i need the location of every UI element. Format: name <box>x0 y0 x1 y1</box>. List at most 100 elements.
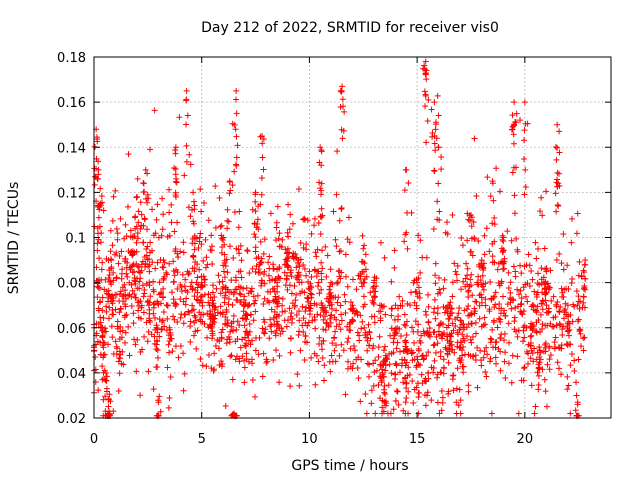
data-point <box>117 288 124 295</box>
data-point <box>574 401 581 408</box>
data-point <box>327 289 334 296</box>
data-point <box>100 207 107 214</box>
data-point <box>529 325 536 332</box>
data-point <box>447 338 454 345</box>
data-point <box>404 300 411 307</box>
data-point <box>412 318 419 325</box>
data-point <box>430 309 437 316</box>
data-point <box>135 299 142 306</box>
data-point <box>528 268 535 275</box>
data-point <box>552 190 559 197</box>
data-point <box>390 339 397 346</box>
data-point <box>419 352 426 359</box>
data-point <box>166 209 173 216</box>
data-point <box>477 291 484 298</box>
data-point <box>530 358 537 365</box>
data-point <box>320 326 327 333</box>
data-point <box>371 313 378 320</box>
data-point <box>477 277 484 284</box>
data-point <box>391 247 398 254</box>
data-point <box>117 291 124 298</box>
data-point <box>103 303 110 310</box>
data-point <box>286 282 293 289</box>
data-point <box>573 288 580 295</box>
data-point <box>372 288 379 295</box>
data-point <box>198 241 205 248</box>
y-tick-label: 0.1 <box>65 232 86 247</box>
data-point <box>465 293 472 300</box>
data-point <box>561 286 568 293</box>
data-point <box>450 387 457 394</box>
data-point <box>505 320 512 327</box>
data-point <box>99 324 106 331</box>
data-point <box>431 341 438 348</box>
data-point <box>272 332 279 339</box>
data-point <box>553 156 560 163</box>
data-point <box>422 58 429 65</box>
data-point <box>242 334 249 341</box>
data-point <box>160 285 167 292</box>
data-point <box>100 396 107 403</box>
data-point <box>245 337 252 344</box>
data-point <box>131 214 138 221</box>
data-point <box>475 238 482 245</box>
data-point <box>430 369 437 376</box>
data-point <box>442 344 449 351</box>
y-tick-label: 0.16 <box>57 96 86 111</box>
data-point <box>375 353 382 360</box>
data-point <box>115 260 122 267</box>
data-point <box>225 301 232 308</box>
data-point <box>490 344 497 351</box>
data-point <box>368 387 375 394</box>
data-point <box>571 357 578 364</box>
data-point <box>233 154 240 161</box>
data-point <box>364 347 371 354</box>
data-point <box>568 350 575 357</box>
data-point <box>192 317 199 324</box>
data-point <box>147 239 154 246</box>
data-point <box>476 261 483 268</box>
data-point <box>199 283 206 290</box>
data-point <box>438 407 445 414</box>
data-point <box>245 290 252 297</box>
data-point <box>460 320 467 327</box>
data-point <box>243 350 250 357</box>
data-point <box>261 295 268 302</box>
data-point <box>431 168 438 175</box>
data-point <box>287 349 294 356</box>
data-point <box>226 336 233 343</box>
data-point <box>575 293 582 300</box>
data-point <box>536 344 543 351</box>
data-point <box>338 341 345 348</box>
data-point <box>190 198 197 205</box>
data-point <box>425 332 432 339</box>
data-point <box>320 316 327 323</box>
data-point <box>317 191 324 198</box>
data-point <box>252 308 259 315</box>
data-point <box>274 279 281 286</box>
data-point <box>315 220 322 227</box>
data-point <box>172 178 179 185</box>
data-point <box>302 333 309 340</box>
data-point <box>552 144 559 151</box>
data-point <box>421 88 428 95</box>
data-point <box>380 362 387 369</box>
data-point <box>422 402 429 409</box>
data-point <box>92 353 99 360</box>
data-point <box>107 227 114 234</box>
data-point <box>297 347 304 354</box>
data-point <box>528 324 535 331</box>
data-point <box>361 276 368 283</box>
data-point <box>342 273 349 280</box>
data-point <box>131 290 138 297</box>
data-point <box>318 300 325 307</box>
data-point <box>371 319 378 326</box>
data-point <box>252 198 259 205</box>
data-point <box>137 392 144 399</box>
data-point <box>303 304 310 311</box>
data-point <box>448 305 455 312</box>
data-point <box>413 276 420 283</box>
data-point <box>574 318 581 325</box>
data-point <box>191 206 198 213</box>
data-point <box>219 278 226 285</box>
